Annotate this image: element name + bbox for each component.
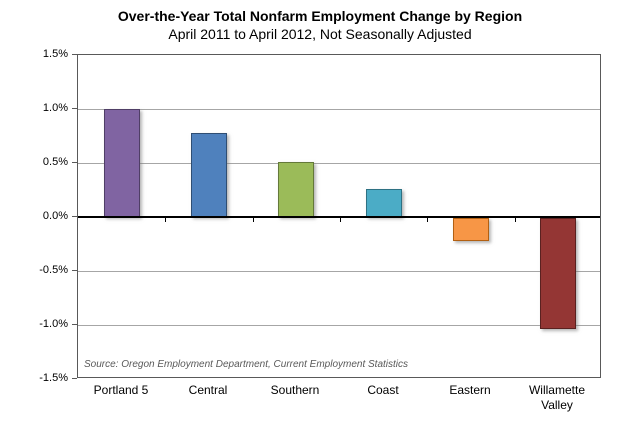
y-tick-label: 0.0% (42, 210, 68, 222)
bar-willamette-valley (540, 218, 576, 329)
category-axis-tick (165, 217, 166, 222)
y-axis-tick (72, 324, 77, 325)
bar-eastern (453, 218, 489, 241)
gridline (78, 271, 600, 272)
source-note: Source: Oregon Employment Department, Cu… (84, 359, 409, 370)
y-axis-tick (72, 54, 77, 55)
y-tick-label: -1.0% (39, 318, 68, 330)
bar-coast (366, 189, 402, 217)
gridline (78, 163, 600, 164)
y-tick-label: 0.5% (42, 156, 68, 168)
x-category-label-willamette-valley: Willamette Valley (528, 383, 585, 412)
category-axis-tick (427, 217, 428, 222)
x-category-label-eastern: Eastern (449, 383, 491, 397)
y-axis-tick (72, 162, 77, 163)
category-axis-tick (515, 217, 516, 222)
chart-title: Over-the-Year Total Nonfarm Employment C… (117, 8, 523, 24)
gridline (78, 109, 600, 110)
zero-axis-line (78, 216, 600, 218)
y-axis-tick (72, 108, 77, 109)
gridline (78, 325, 600, 326)
x-category-label-southern: Southern (270, 383, 320, 397)
plot-area (77, 54, 601, 378)
y-tick-label: 1.0% (42, 102, 68, 114)
y-axis-tick (72, 270, 77, 271)
y-tick-label: -0.5% (39, 264, 68, 276)
y-tick-label: 1.5% (42, 48, 68, 60)
chart-subtitle: April 2011 to April 2012, Not Seasonally… (168, 26, 472, 42)
bar-central (191, 133, 227, 217)
bar-portland-5 (104, 109, 140, 217)
bar-southern (278, 162, 314, 217)
y-axis-tick (72, 216, 77, 217)
x-category-label-central: Central (188, 383, 228, 397)
x-category-label-coast: Coast (367, 383, 399, 397)
category-axis-tick (340, 217, 341, 222)
y-axis-tick (72, 378, 77, 379)
y-tick-label: -1.5% (39, 372, 68, 384)
category-axis-tick (253, 217, 254, 222)
x-category-label-portland-5: Portland 5 (93, 383, 149, 397)
